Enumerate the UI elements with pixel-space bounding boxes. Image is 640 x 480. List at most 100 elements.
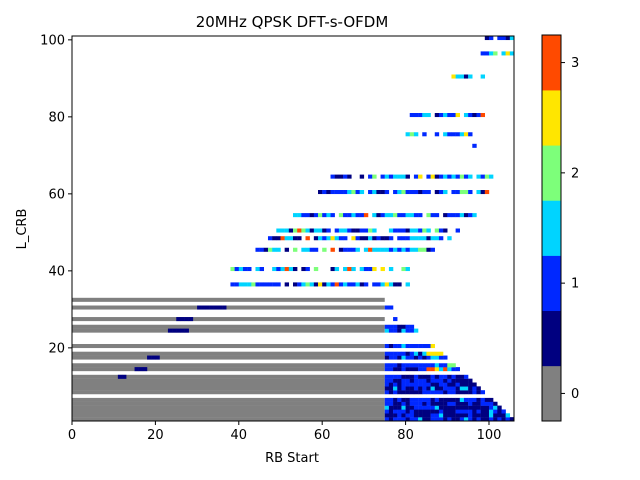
heatmap-cell: [405, 344, 410, 349]
heatmap-cell: [438, 363, 444, 368]
heatmap-cell: [405, 417, 410, 422]
heatmap-cell: [451, 405, 456, 410]
heatmap-cell: [422, 190, 427, 195]
heatmap-cell: [451, 132, 456, 137]
heatmap-cell: [438, 190, 444, 195]
heatmap-cell: [347, 174, 352, 179]
heatmap-cell: [401, 363, 406, 368]
heatmap-cell: [463, 390, 469, 395]
heatmap-row-gray: [72, 382, 385, 387]
heatmap-cell: [363, 236, 369, 241]
heatmap-cell: [393, 213, 398, 218]
heatmap-cell: [430, 397, 435, 402]
heatmap-cell: [480, 405, 486, 410]
heatmap-cell: [430, 378, 435, 383]
y-tick-label: 20: [48, 341, 65, 356]
heatmap-cell: [405, 351, 410, 356]
colorbar-band: [542, 35, 561, 91]
colorbar-band: [542, 365, 561, 422]
heatmap-cell: [459, 417, 465, 422]
heatmap-cell: [393, 247, 398, 252]
heatmap-row-gray: [72, 324, 385, 329]
heatmap-cell: [405, 413, 410, 418]
heatmap-row-gray: [72, 417, 385, 422]
heatmap-cell: [338, 174, 344, 179]
heatmap-cell: [388, 390, 394, 395]
heatmap-cell: [238, 267, 244, 272]
heatmap-cell: [397, 328, 402, 333]
heatmap-cell: [443, 413, 448, 418]
heatmap-cell: [405, 363, 410, 368]
heatmap-cell: [259, 267, 265, 272]
heatmap-cell: [184, 317, 189, 322]
heatmap-cell: [388, 405, 394, 410]
heatmap-cell: [247, 282, 252, 287]
heatmap-cell: [451, 374, 456, 379]
heatmap-cell: [422, 113, 427, 118]
heatmap-cell: [401, 417, 406, 422]
heatmap-cell: [372, 190, 377, 195]
heatmap-cell: [413, 409, 419, 414]
x-tick-label: 20: [147, 428, 164, 443]
heatmap-cell: [434, 378, 440, 383]
heatmap-cell: [418, 417, 423, 422]
heatmap-cell: [480, 74, 486, 79]
heatmap-cell: [384, 174, 390, 179]
heatmap-cell: [313, 228, 319, 233]
heatmap-cell: [426, 236, 431, 241]
heatmap-cell: [459, 401, 465, 406]
heatmap-cell: [422, 247, 427, 252]
heatmap-cell: [380, 236, 385, 241]
heatmap-cell: [397, 236, 402, 241]
heatmap-cell: [451, 74, 456, 79]
heatmap-cell: [405, 397, 410, 402]
heatmap-cell: [368, 267, 373, 272]
heatmap-cell: [484, 36, 490, 41]
heatmap-cell: [397, 397, 402, 402]
heatmap-cell: [418, 355, 423, 360]
heatmap-cell: [430, 382, 435, 387]
heatmap-cell: [280, 267, 285, 272]
heatmap-cell: [463, 378, 469, 383]
chart-title: 20MHz QPSK DFT-s-OFDM: [196, 13, 389, 31]
heatmap-cell: [438, 405, 444, 410]
heatmap-cell: [347, 267, 352, 272]
heatmap-cell: [413, 378, 419, 383]
heatmap-cell: [438, 390, 444, 395]
heatmap-cell: [351, 267, 356, 272]
heatmap-cell: [388, 247, 394, 252]
heatmap-cell: [405, 390, 410, 395]
heatmap-cell: [134, 367, 139, 372]
heatmap-cell: [288, 267, 294, 272]
heatmap-cell: [276, 236, 281, 241]
heatmap-cell: [201, 305, 206, 310]
heatmap-row-gray: [72, 401, 385, 406]
heatmap-cell: [409, 397, 415, 402]
colorbar-tick-label: 0: [571, 387, 579, 402]
heatmap-cell: [297, 282, 302, 287]
heatmap-cell: [468, 405, 473, 410]
heatmap-cell: [230, 267, 235, 272]
heatmap-cell: [497, 413, 502, 418]
heatmap-cell: [359, 282, 365, 287]
heatmap-cell: [472, 113, 477, 118]
heatmap-cell: [405, 367, 410, 372]
heatmap-cell: [472, 390, 477, 395]
heatmap-cell: [413, 355, 419, 360]
heatmap-cell: [401, 367, 406, 372]
heatmap-cell: [426, 355, 431, 360]
heatmap-cell: [472, 405, 477, 410]
heatmap-cell: [380, 174, 385, 179]
heatmap-cell: [397, 213, 402, 218]
heatmap-cell: [426, 213, 431, 218]
heatmap-cell: [459, 405, 465, 410]
heatmap-cell: [413, 367, 419, 372]
heatmap-cell: [409, 132, 415, 137]
heatmap-cell: [488, 401, 494, 406]
heatmap-cell: [472, 213, 477, 218]
heatmap-cell: [505, 417, 511, 422]
heatmap-cell: [305, 228, 310, 233]
heatmap-cell: [388, 267, 394, 272]
heatmap-cell: [493, 51, 498, 56]
heatmap-cell: [472, 386, 477, 391]
